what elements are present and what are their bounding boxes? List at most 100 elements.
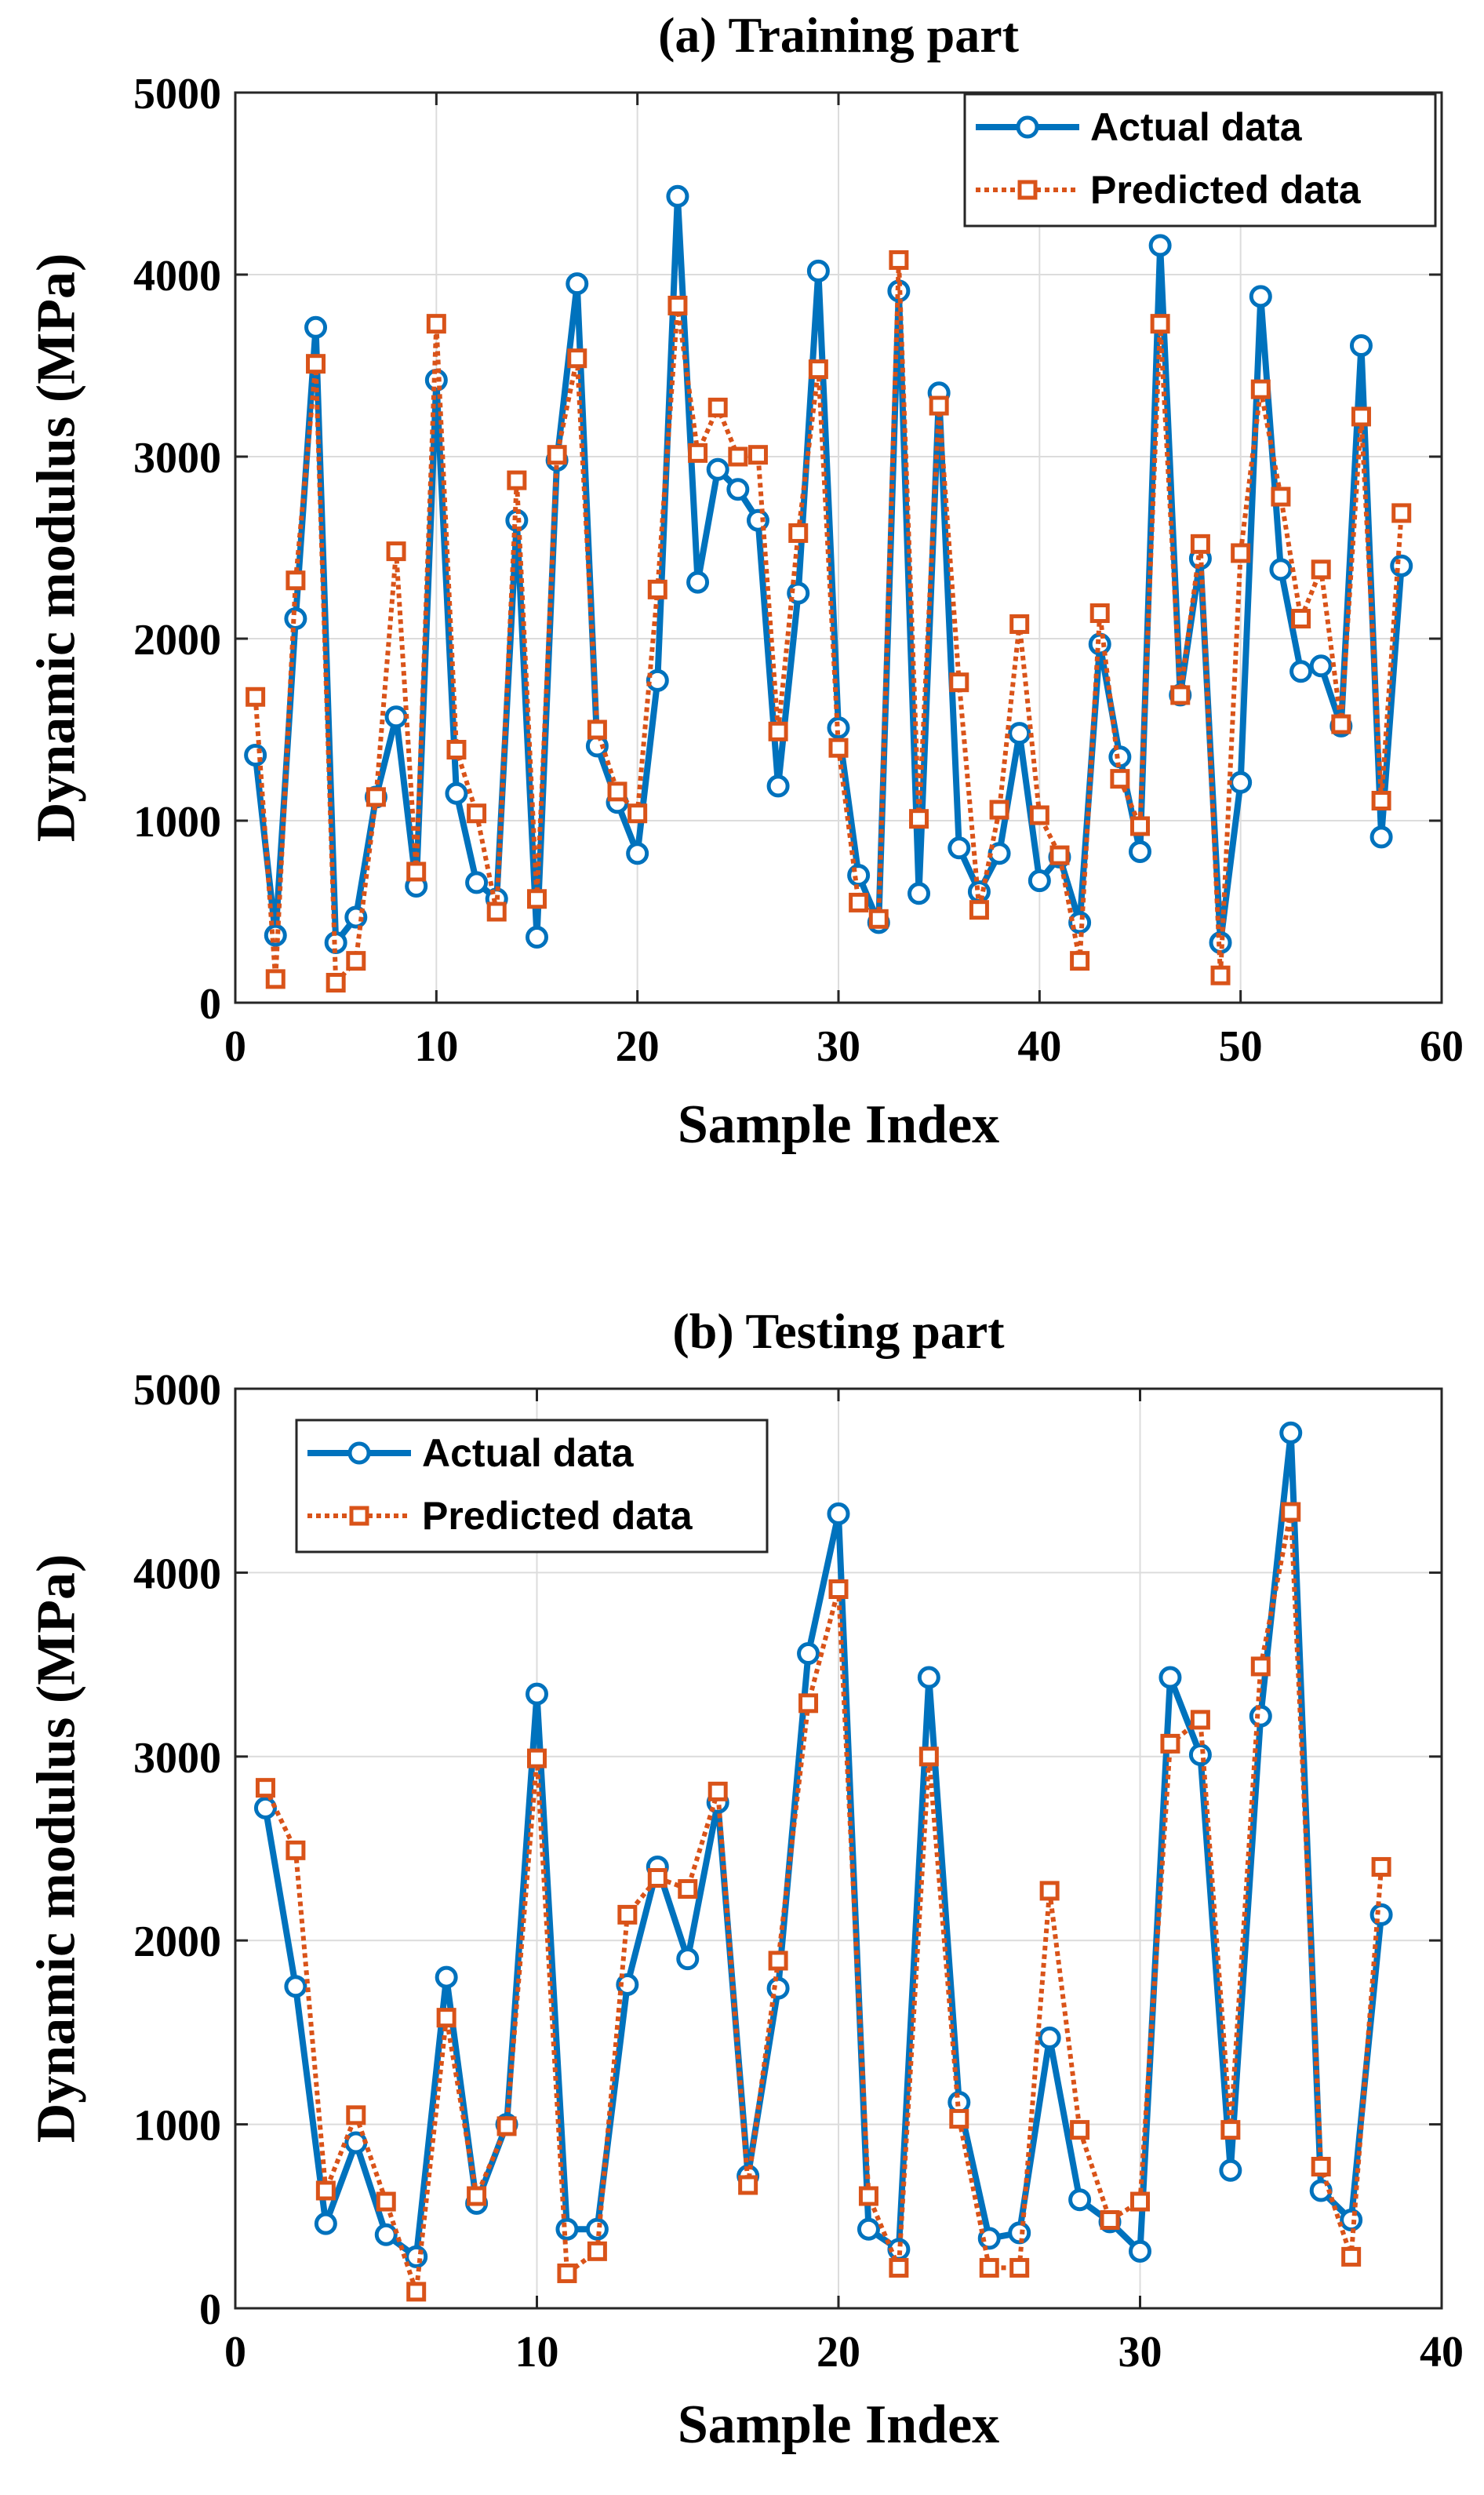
data-point-predicted — [667, 295, 688, 315]
legend: Actual data Predicted data — [295, 1419, 769, 1553]
series-predicted — [246, 250, 1412, 993]
data-point-predicted — [286, 1840, 306, 1860]
data-point-actual — [1369, 1903, 1393, 1926]
data-point-actual — [1269, 558, 1293, 581]
data-point-predicted — [627, 803, 648, 824]
data-point-actual — [1340, 2208, 1363, 2231]
data-point-predicted — [607, 781, 627, 802]
data-point-predicted — [265, 969, 286, 989]
data-point-predicted — [678, 1879, 698, 1899]
x-axis-label: Sample Index — [678, 1095, 999, 1155]
data-point-predicted — [1070, 2120, 1090, 2140]
data-point-predicted — [366, 787, 386, 807]
data-point-actual — [797, 1642, 820, 1666]
data-point-predicted — [949, 2109, 969, 2129]
data-point-predicted — [1281, 1502, 1301, 1522]
data-point-actual — [766, 774, 790, 798]
data-point-predicted — [386, 541, 406, 562]
data-point-actual — [1158, 1666, 1182, 1689]
data-point-actual — [284, 1975, 307, 1998]
data-point-predicted — [798, 1693, 819, 1714]
data-point-predicted — [527, 1748, 547, 1768]
data-point-actual — [827, 716, 850, 740]
data-point-actual — [917, 1666, 940, 1689]
y-tick-label: 4000 — [133, 1550, 221, 1598]
data-point-actual — [384, 705, 408, 729]
data-point-predicted — [315, 2180, 336, 2201]
data-point-predicted — [1250, 379, 1271, 399]
data-point-actual — [1219, 2158, 1242, 2182]
data-point-predicted — [557, 2263, 577, 2283]
data-point-predicted — [446, 740, 467, 760]
x-tick-label: 40 — [1420, 2328, 1464, 2377]
data-point-predicted — [286, 570, 306, 591]
data-point-actual — [1309, 654, 1333, 678]
data-point-predicted — [929, 395, 949, 416]
data-point-predicted — [527, 889, 547, 909]
data-point-predicted — [989, 799, 1009, 820]
y-tick-label: 3000 — [133, 434, 221, 483]
x-tick-label: 0 — [224, 1022, 246, 1071]
data-point-predicted — [436, 2008, 456, 2028]
data-point-actual — [948, 836, 971, 860]
data-point-predicted — [1070, 951, 1090, 971]
data-point-predicted — [496, 2116, 517, 2136]
x-tick-label: 40 — [1017, 1022, 1061, 1071]
x-tick-label: 30 — [1118, 2328, 1162, 2377]
axes-box — [234, 1387, 1443, 2310]
x-tick-label: 20 — [817, 2328, 860, 2377]
y-tick-label: 0 — [199, 2286, 221, 2334]
data-point-predicted — [707, 1781, 728, 1801]
legend-label-predicted: Predicted data — [422, 1494, 693, 1538]
data-point-actual — [806, 259, 830, 282]
data-point-predicted — [808, 359, 828, 380]
chart-panel-1: 0 10 20 30 40 50 60 0 1000 2000 3000 4000 5000 (a) Tr… — [27, 7, 1464, 1155]
data-point-predicted — [507, 470, 527, 490]
data-point-actual — [766, 1976, 790, 2000]
data-point-actual — [706, 457, 729, 481]
data-point-actual — [526, 1682, 548, 1706]
data-point-actual — [1129, 840, 1151, 863]
y-tick-label: 3000 — [133, 1734, 221, 1783]
data-point-predicted — [306, 354, 326, 374]
legend-label-actual: Actual data — [422, 1431, 635, 1475]
series-line — [252, 193, 1405, 946]
data-point-actual — [686, 570, 710, 594]
data-point-predicted — [909, 809, 929, 829]
series-predicted — [255, 1502, 1391, 2302]
data-point-actual — [1068, 2188, 1092, 2212]
data-point-actual — [526, 925, 548, 949]
data-point-actual — [566, 272, 589, 296]
data-point-actual — [253, 1796, 277, 1819]
data-point-predicted — [1190, 1710, 1210, 1730]
data-point-actual — [646, 668, 669, 692]
data-point-predicted — [1311, 559, 1331, 580]
data-point-actual — [1289, 660, 1313, 683]
x-tick-label: 20 — [616, 1022, 660, 1071]
data-point-predicted — [426, 314, 446, 334]
data-point-predicted — [1029, 805, 1049, 825]
data-point-predicted — [1110, 769, 1130, 789]
data-point-actual — [1038, 2026, 1061, 2049]
data-point-predicted — [1190, 534, 1210, 554]
series-line — [253, 257, 1404, 985]
data-point-predicted — [1311, 2157, 1331, 2177]
x-tick-label: 30 — [817, 1022, 860, 1071]
data-point-predicted — [858, 2186, 878, 2206]
data-point-predicted — [1271, 486, 1291, 507]
data-point-actual — [616, 1972, 639, 1996]
chart-title: (b) Testing part — [672, 1303, 1005, 1359]
data-point-predicted — [1331, 714, 1351, 734]
data-point-predicted — [376, 2191, 396, 2212]
data-point-predicted — [1231, 543, 1251, 563]
y-tick-label: 1000 — [133, 2102, 221, 2151]
data-point-predicted — [918, 1746, 939, 1767]
data-point-predicted — [1220, 2120, 1241, 2140]
data-point-actual — [1349, 333, 1373, 357]
data-point-predicted — [346, 951, 366, 971]
legend-marker-actual — [347, 1441, 371, 1465]
data-point-actual — [1249, 285, 1272, 308]
data-point-predicted — [1391, 503, 1412, 523]
y-tick-label: 2000 — [133, 1918, 221, 1966]
